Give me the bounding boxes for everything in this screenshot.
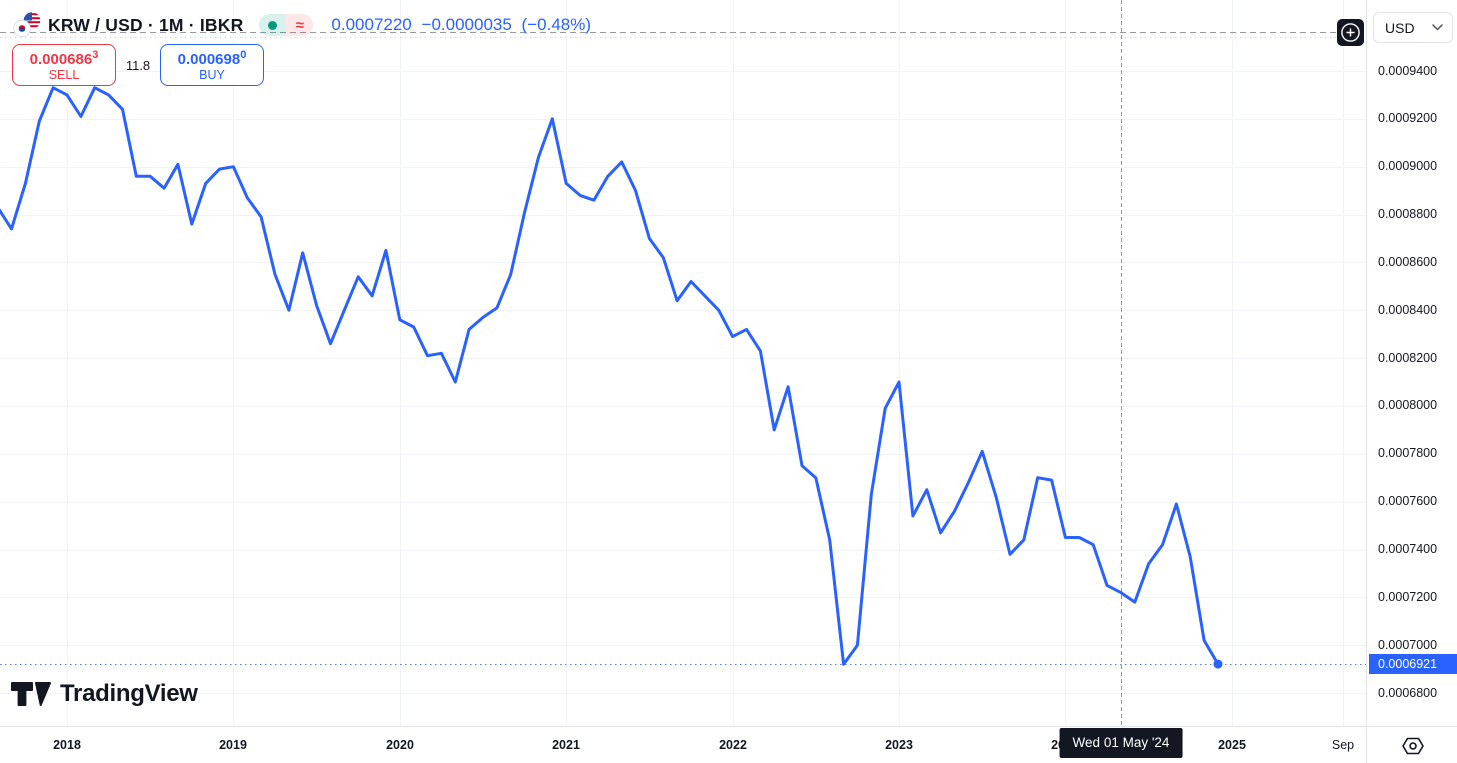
chart-plot-area[interactable]: KRW / USD · 1M · IBKR ≈ 0.0007220 −0.000…: [0, 0, 1366, 726]
add-alert-plus-button[interactable]: [1337, 19, 1364, 46]
gridline-h: [0, 406, 1366, 407]
gridline-h: [0, 358, 1366, 359]
chevron-down-icon: [1432, 24, 1443, 31]
crosshair-vertical-line: [1121, 0, 1122, 726]
quote-readout: 0.0007220 −0.0000035 (−0.48%): [331, 15, 596, 35]
sell-price: 0.0006863: [29, 49, 99, 68]
price-tick-label: 0.0009000: [1378, 159, 1438, 173]
last-point-dot: [1213, 659, 1223, 669]
gridline-h: [0, 119, 1366, 120]
scale-settings-cell: [1366, 726, 1457, 763]
crosshair-date-label: Wed 01 May '24: [1059, 728, 1183, 758]
gridline-h: [0, 262, 1366, 263]
gridline-h: [0, 597, 1366, 598]
price-tick-label: 0.0007200: [1378, 590, 1438, 604]
price-tick-label: 0.0007400: [1378, 542, 1438, 556]
spread-value: 11.8: [125, 57, 151, 73]
gridline-v: [400, 0, 401, 726]
quote-change-pct: (−0.48%): [521, 15, 591, 34]
currency-dropdown-value: USD: [1385, 19, 1415, 36]
currency-dropdown[interactable]: USD: [1373, 12, 1453, 43]
chart-legend: KRW / USD · 1M · IBKR ≈ 0.0007220 −0.000…: [12, 11, 596, 39]
last-price-label[interactable]: 0.0006921: [1369, 654, 1457, 674]
circled-plus-icon: [1341, 23, 1360, 42]
price-level-dashed-line[interactable]: [0, 32, 1340, 33]
tradingview-logo-text: TradingView: [60, 680, 198, 707]
gridline-v: [67, 0, 68, 726]
price-tick-label: 0.0008600: [1378, 255, 1438, 269]
price-tick-label: 0.0007800: [1378, 446, 1438, 460]
price-tick-label: 0.0007600: [1378, 494, 1438, 508]
quote-price: 0.0007220: [331, 15, 412, 34]
price-tick-label: 0.0009200: [1378, 111, 1438, 125]
symbol-flags-icon: [13, 12, 41, 38]
time-tick-label: 2021: [552, 738, 580, 752]
price-tick-label: 0.0008200: [1378, 351, 1438, 365]
price-tick-label: 0.0006800: [1378, 686, 1438, 700]
price-tick-label: 0.0008800: [1378, 207, 1438, 221]
price-scale[interactable]: USD 0.0009400 0.0009200 0.0009000 0.0008800…: [1366, 0, 1457, 726]
time-tick-label: 2019: [219, 738, 247, 752]
price-tick-label: 0.0009400: [1378, 64, 1438, 78]
time-tick-label: 2025: [1218, 738, 1246, 752]
sell-button[interactable]: 0.0006863 SELL: [12, 44, 116, 86]
gridline-v: [899, 0, 900, 726]
gridline-h: [0, 215, 1366, 216]
current-price-dotted-line: [0, 664, 1366, 665]
time-tick-label: 2020: [386, 738, 414, 752]
sell-label: SELL: [48, 68, 80, 82]
gridline-v: [733, 0, 734, 726]
gridline-h: [0, 550, 1366, 551]
gridline-h: [0, 502, 1366, 503]
buy-label: BUY: [199, 68, 225, 82]
time-tick-label: 2022: [719, 738, 747, 752]
tradingview-logo-icon: [11, 682, 51, 706]
series-polyline: [0, 86, 1220, 666]
time-scale[interactable]: 20182019202020212022202320242025Sep Wed …: [0, 726, 1366, 763]
gridline-h: [0, 454, 1366, 455]
gridline-h: [0, 167, 1366, 168]
delayed-data-icon: ≈: [286, 14, 314, 36]
price-tick-label: 0.0007000: [1378, 638, 1438, 652]
market-open-icon: [259, 14, 287, 36]
gridline-v: [1343, 0, 1344, 726]
price-tick-label: 0.0008400: [1378, 303, 1438, 317]
gridline-v: [1065, 0, 1066, 726]
gridline-h: [0, 645, 1366, 646]
gridline-v: [566, 0, 567, 726]
time-tick-label: Sep: [1331, 738, 1355, 752]
time-tick-label: 2023: [885, 738, 913, 752]
gridline-h: [0, 693, 1366, 694]
gridline-h: [0, 71, 1366, 72]
tradingview-logo[interactable]: TradingView: [10, 680, 198, 708]
symbol-title[interactable]: KRW / USD · 1M · IBKR: [48, 14, 244, 35]
buy-price: 0.0006980: [177, 49, 247, 68]
buy-button[interactable]: 0.0006980 BUY: [160, 44, 264, 86]
price-tick-label: 0.0008000: [1378, 398, 1438, 412]
time-tick-label: 2018: [53, 738, 81, 752]
market-status-pill[interactable]: ≈: [259, 14, 314, 36]
gridline-h: [0, 310, 1366, 311]
order-panel: 0.0006863 SELL 11.8 0.0006980 BUY: [12, 44, 264, 86]
gridline-v: [233, 0, 234, 726]
price-line-series: [0, 86, 1223, 669]
scale-settings-icon[interactable]: [1401, 736, 1425, 756]
price-level-dotted-line: [0, 37, 1340, 38]
quote-change: −0.0000035: [421, 15, 512, 34]
gridline-v: [1232, 0, 1233, 726]
